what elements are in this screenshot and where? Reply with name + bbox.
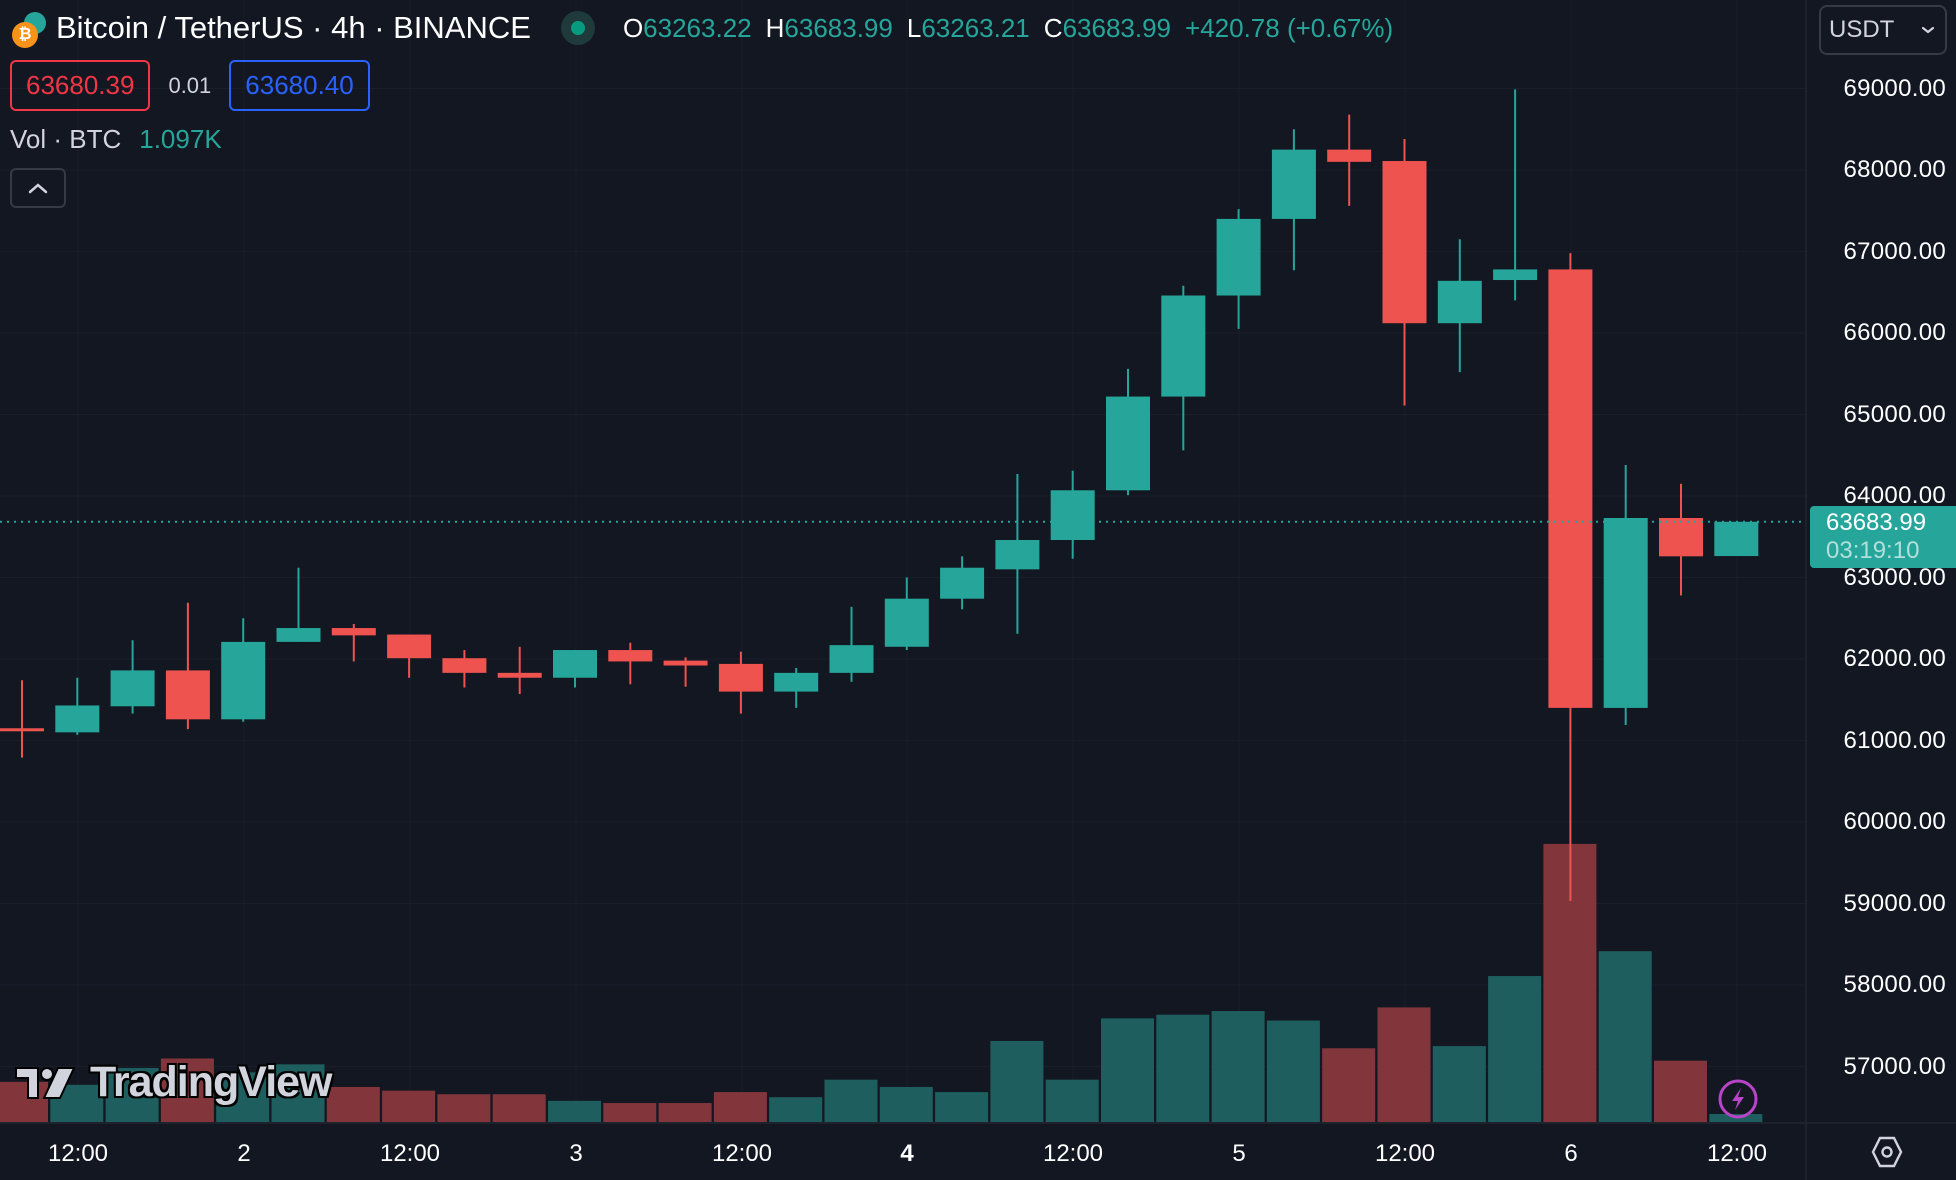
chevron-up-icon — [28, 183, 48, 194]
bid-ask-row: 63680.39 0.01 63680.40 — [10, 60, 370, 111]
price-tick-label: 62000.00 — [1843, 645, 1946, 672]
time-tick-label: 12:00 — [1042, 1140, 1104, 1167]
tradingview-logo-icon — [15, 1066, 76, 1099]
time-tick-label: 4 — [900, 1140, 914, 1167]
symbol-icons: ₿ — [10, 8, 50, 48]
time-tick-label: 12:00 — [711, 1140, 773, 1167]
currency-dropdown[interactable]: USDT — [1819, 5, 1947, 55]
price-change: +420.78 (+0.67%) — [1185, 12, 1394, 43]
ohlc-values: O63263.22 H63683.99 L63263.21 C63683.99 … — [623, 13, 1393, 44]
price-tick-label: 63000.00 — [1843, 563, 1946, 591]
price-tick-label: 64000.00 — [1843, 482, 1946, 509]
price-tick-label: 67000.00 — [1843, 237, 1946, 265]
time-tick-label: 12:00 — [1374, 1140, 1436, 1167]
price-tick-label: 57000.00 — [1843, 1052, 1946, 1080]
currency-label: USDT — [1829, 16, 1895, 43]
spread-value: 0.01 — [168, 72, 212, 98]
market-status[interactable] — [560, 11, 595, 45]
time-tick-label: 6 — [1564, 1140, 1578, 1167]
price-tick-label: 60000.00 — [1843, 808, 1946, 835]
low-label: L — [906, 12, 922, 43]
sell-bid-button[interactable]: 63680.39 — [10, 60, 151, 111]
market-open-dot-icon — [570, 21, 585, 35]
price-tick-label: 59000.00 — [1843, 889, 1946, 917]
time-tick-label: 2 — [237, 1140, 251, 1167]
price-tick-label: 61000.00 — [1843, 726, 1946, 754]
time-tick-label: 12:00 — [379, 1140, 441, 1167]
price-tick-label: 66000.00 — [1843, 319, 1946, 346]
high-label: H — [765, 12, 785, 43]
close-value: 63683.99 — [1062, 12, 1172, 43]
open-value: 63263.22 — [643, 12, 752, 43]
volume-bars — [0, 843, 1763, 1122]
time-tick-label: 12:00 — [47, 1140, 109, 1167]
price-tick-label: 58000.00 — [1843, 971, 1946, 998]
chevron-down-icon — [1921, 26, 1935, 34]
volume-legend[interactable]: Vol · BTC 1.097K — [10, 124, 222, 155]
candlesticks — [0, 89, 1759, 902]
buy-ask-button[interactable]: 63680.40 — [229, 60, 370, 111]
last-price-tag: 63683.99 03:19:10 — [1810, 506, 1956, 568]
volume-value: 1.097K — [139, 124, 222, 154]
price-tick-label: 69000.00 — [1843, 74, 1946, 102]
open-label: O — [622, 12, 644, 43]
high-value: 63683.99 — [784, 12, 893, 43]
grid-lines — [0, 0, 1806, 1122]
bar-countdown: 03:19:10 — [1826, 537, 1920, 564]
symbol-legend[interactable]: ₿ Bitcoin / TetherUS · 4h · BINANCE O632… — [10, 8, 1393, 48]
symbol-title[interactable]: Bitcoin / TetherUS · 4h · BINANCE — [56, 10, 531, 45]
last-price-value: 63683.99 — [1826, 509, 1927, 536]
watermark-text: TradingView — [90, 1058, 332, 1106]
collapse-legend-button[interactable] — [10, 168, 66, 208]
price-tick-label: 68000.00 — [1843, 156, 1946, 183]
bitcoin-icon: ₿ — [12, 22, 38, 48]
price-tick-label: 65000.00 — [1843, 400, 1946, 428]
volume-label: Vol · BTC — [10, 124, 122, 154]
low-value: 63263.21 — [921, 12, 1030, 43]
time-tick-label: 12:00 — [1706, 1140, 1768, 1167]
lightning-icon[interactable] — [1717, 1078, 1759, 1120]
close-label: C — [1043, 12, 1063, 43]
hexagon-settings-icon[interactable] — [1870, 1135, 1904, 1169]
time-tick-label: 5 — [1232, 1140, 1246, 1167]
tradingview-watermark[interactable]: TradingView — [14, 1058, 332, 1107]
time-tick-label: 3 — [569, 1140, 583, 1167]
